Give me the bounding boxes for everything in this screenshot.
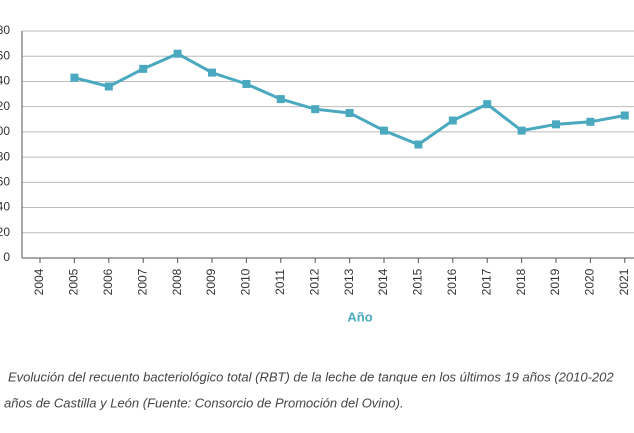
x-tick-label: 2004: [32, 268, 46, 295]
marker: [208, 68, 216, 77]
y-tick-label: 120: [0, 99, 10, 113]
x-tick-label: 2007: [135, 268, 149, 295]
marker: [552, 120, 560, 129]
y-tick-label: 180: [0, 23, 10, 37]
marker: [311, 105, 320, 114]
marker: [380, 126, 388, 135]
y-tick-label: 160: [0, 48, 10, 62]
caption: Evolución del recuento bacteriológico to…: [8, 369, 614, 384]
marker: [414, 140, 423, 149]
x-tick-label: 2011: [273, 269, 287, 295]
marker: [104, 82, 113, 91]
y-tick-label: 60: [0, 175, 10, 189]
x-tick-label: 2019: [548, 268, 562, 295]
marker: [448, 116, 457, 125]
y-tick-label: 20: [0, 225, 10, 239]
x-tick-label: 2008: [170, 268, 184, 295]
x-tick-label: 2012: [307, 268, 321, 295]
marker: [517, 126, 526, 135]
marker: [586, 117, 595, 126]
x-tick-label: 2006: [101, 268, 115, 295]
y-tick-label: 80: [0, 149, 10, 163]
marker: [242, 79, 251, 88]
x-tick-label: 2016: [445, 268, 459, 295]
y-tick-label: 140: [0, 74, 10, 88]
x-tick-label: 2020: [583, 268, 597, 295]
y-tick-label: 100: [0, 124, 10, 138]
marker: [276, 95, 285, 104]
x-tick-label: 2021: [617, 268, 631, 295]
line: [74, 52, 626, 147]
y-tick-label: 0: [3, 250, 10, 264]
x-tick-label: 2015: [411, 268, 425, 295]
x-tick-label: 2018: [514, 268, 528, 295]
x-tick-label: 2013: [342, 268, 356, 295]
marker: [620, 111, 629, 120]
marker: [173, 49, 182, 58]
marker: [70, 73, 79, 82]
marker: [483, 100, 492, 109]
x-tick-label: 2010: [239, 268, 253, 295]
x-tick-label: 2005: [67, 268, 81, 295]
x-tick-label: 2017: [479, 268, 493, 295]
caption: años de Castilla y León (Fuente: Consorc…: [4, 395, 404, 410]
y-tick-label: 40: [0, 200, 10, 214]
x-tick-label: 2009: [204, 268, 218, 295]
x-axis-title: Año: [347, 309, 372, 324]
marker: [139, 64, 148, 73]
marker: [345, 108, 354, 117]
x-tick-label: 2014: [376, 268, 390, 295]
